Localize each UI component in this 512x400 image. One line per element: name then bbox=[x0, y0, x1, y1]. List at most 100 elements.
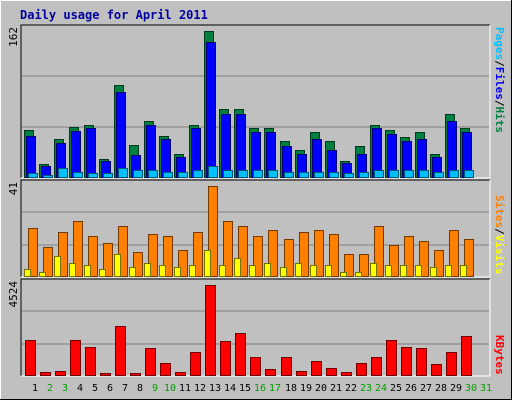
visits-visits-bar bbox=[400, 265, 407, 277]
kbytes-kbytes-bar bbox=[250, 357, 261, 376]
hits-pages-bar bbox=[208, 166, 218, 178]
hits-legend-item: / bbox=[493, 60, 506, 67]
day-label: 21 bbox=[330, 383, 342, 394]
kbytes-kbytes-bar bbox=[446, 352, 457, 376]
hits-files-bar bbox=[86, 128, 96, 178]
visits-visits-bar bbox=[264, 263, 271, 277]
hits-pages-bar bbox=[163, 172, 173, 178]
chart-title: Daily usage for April 2011 bbox=[20, 8, 208, 22]
hits-pages-bar bbox=[434, 172, 444, 178]
hits-pages-bar bbox=[73, 172, 83, 178]
hits-legend-item: Pages bbox=[493, 27, 506, 60]
hits-pages-bar bbox=[314, 172, 324, 178]
visits-visits-bar bbox=[159, 265, 166, 277]
day-label: 5 bbox=[92, 383, 98, 394]
hits-files-bar bbox=[447, 121, 457, 178]
visits-visits-bar bbox=[340, 272, 347, 277]
visits-sites-bar bbox=[88, 236, 98, 277]
hits-files-bar bbox=[206, 42, 216, 178]
hits-pages-bar bbox=[28, 173, 38, 178]
kbytes-kbytes-bar bbox=[175, 372, 186, 376]
hits-files-bar bbox=[71, 131, 81, 178]
visits-visits-bar bbox=[189, 265, 196, 277]
visits-sites-bar bbox=[118, 226, 128, 277]
visits-visits-bar bbox=[99, 269, 106, 277]
hits-ymax-label: 162 bbox=[7, 27, 20, 47]
kbytes-bars bbox=[25, 285, 472, 376]
day-label: 13 bbox=[209, 383, 221, 394]
hits-files-bar bbox=[116, 92, 126, 178]
visits-visits-bar bbox=[325, 265, 332, 277]
day-label: 9 bbox=[152, 383, 158, 394]
visits-visits-bar bbox=[310, 265, 317, 277]
visits-ymax-label: 41 bbox=[7, 182, 20, 195]
hits-pages-bar bbox=[284, 172, 294, 178]
visits-sites-bar bbox=[163, 236, 173, 277]
hits-legend-item: Files bbox=[493, 67, 506, 100]
hits-pages-bar bbox=[464, 170, 474, 178]
day-label: 1 bbox=[32, 383, 38, 394]
day-label: 19 bbox=[300, 383, 312, 394]
day-labels: 1 2 3 4 5 6 7 8 9 10 11 12 13 14 15 16 17 18 19 20 21 22 23 24 2… bbox=[32, 383, 492, 394]
day-label: 28 bbox=[435, 383, 447, 394]
visits-sites-bar bbox=[223, 221, 233, 277]
day-label: 30 bbox=[465, 383, 477, 394]
hits-pages-bar bbox=[178, 172, 188, 178]
kbytes-ymax-label: 4524 bbox=[7, 281, 20, 308]
day-label: 27 bbox=[420, 383, 432, 394]
visits-visits-bar bbox=[355, 272, 362, 277]
kbytes-kbytes-bar bbox=[145, 348, 156, 376]
kbytes-kbytes-bar bbox=[356, 363, 367, 376]
hits-files-bar bbox=[312, 139, 322, 178]
kbytes-kbytes-bar bbox=[341, 372, 352, 376]
visits-visits-bar bbox=[430, 267, 437, 277]
kbytes-kbytes-bar bbox=[100, 373, 111, 376]
kbytes-kbytes-bar bbox=[25, 340, 36, 376]
visits-sites-bar bbox=[419, 241, 429, 277]
visits-visits-bar bbox=[234, 258, 241, 277]
visits-visits-bar bbox=[84, 265, 91, 277]
visits-visits-bar bbox=[39, 272, 46, 277]
hits-pages-bar bbox=[268, 170, 278, 178]
day-label: 12 bbox=[194, 383, 206, 394]
visits-sites-bar bbox=[208, 186, 218, 277]
visits-visits-bar bbox=[460, 265, 467, 277]
day-label: 7 bbox=[122, 383, 128, 394]
visits-visits-bar bbox=[280, 267, 287, 277]
hits-pages-bar bbox=[329, 172, 339, 178]
visits-sites-bar bbox=[193, 232, 203, 277]
hits-legend-item: Hits bbox=[493, 107, 506, 134]
visits-bars bbox=[24, 186, 474, 277]
visits-visits-bar bbox=[54, 256, 61, 277]
day-label: 17 bbox=[269, 383, 281, 394]
hits-pages-bar bbox=[253, 170, 263, 178]
kbytes-kbytes-bar bbox=[85, 347, 96, 376]
hits-pages-bar bbox=[449, 170, 459, 178]
kbytes-kbytes-bar bbox=[416, 348, 427, 376]
hits-files-bar bbox=[221, 114, 231, 178]
day-label: 3 bbox=[62, 383, 68, 394]
visits-visits-bar bbox=[415, 265, 422, 277]
hits-pages-bar bbox=[43, 175, 53, 178]
day-label: 20 bbox=[315, 383, 327, 394]
visits-sites-bar bbox=[178, 250, 188, 277]
visits-visits-bar bbox=[24, 269, 31, 277]
hits-legend: Pages/Files/Hits bbox=[493, 27, 506, 133]
kbytes-kbytes-bar bbox=[190, 352, 201, 376]
kbytes-kbytes-bar bbox=[401, 347, 412, 376]
visits-sites-bar bbox=[133, 252, 143, 277]
hits-pages-bar bbox=[238, 170, 248, 178]
visits-sites-bar bbox=[238, 226, 248, 277]
visits-sites-bar bbox=[103, 243, 113, 277]
kbytes-kbytes-bar bbox=[70, 340, 81, 376]
visits-sites-bar bbox=[404, 236, 414, 277]
kbytes-kbytes-bar bbox=[160, 363, 171, 376]
kbytes-kbytes-bar bbox=[311, 361, 322, 376]
kbytes-kbytes-bar bbox=[265, 369, 276, 376]
visits-visits-bar bbox=[219, 265, 226, 277]
visits-sites-bar bbox=[374, 226, 384, 277]
visits-sites-bar bbox=[253, 236, 263, 277]
visits-visits-bar bbox=[69, 263, 76, 277]
visits-sites-bar bbox=[359, 254, 369, 277]
